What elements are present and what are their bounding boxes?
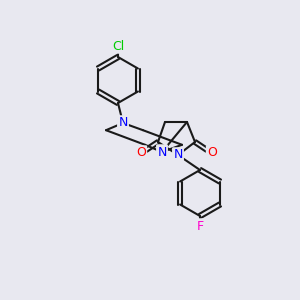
Text: N: N	[157, 146, 167, 158]
Text: F: F	[196, 220, 204, 232]
Text: N: N	[118, 116, 128, 130]
Text: O: O	[136, 146, 146, 160]
Text: N: N	[173, 148, 183, 161]
Text: O: O	[207, 146, 217, 160]
Text: Cl: Cl	[112, 40, 124, 52]
